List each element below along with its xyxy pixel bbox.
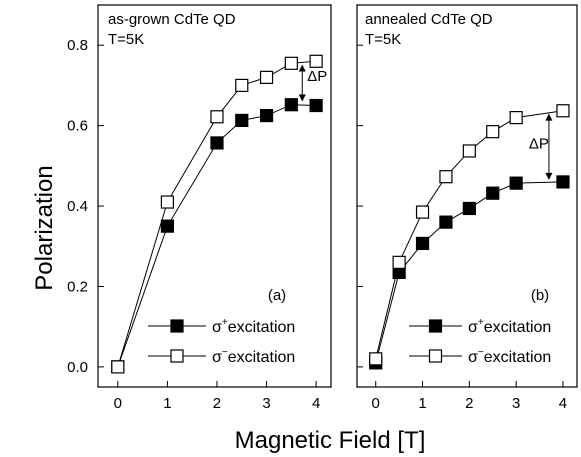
legend-marker-filled	[170, 319, 184, 333]
sample-label: as-grown CdTe QD	[108, 11, 236, 28]
temperature-label: T=5K	[365, 31, 401, 48]
y-tick-label: 0.4	[67, 198, 88, 215]
data-point-open	[210, 110, 224, 124]
data-point-open	[462, 144, 476, 158]
data-point-filled	[210, 136, 224, 150]
data-point-filled	[160, 219, 175, 233]
x-tick-label: 0	[114, 395, 122, 412]
delta-p-label: ΔP	[529, 136, 549, 153]
y-tick-label: 0.8	[67, 37, 88, 54]
data-point-filled	[486, 186, 500, 200]
data-point-filled	[284, 98, 298, 112]
delta-p-arrow-head-down	[545, 172, 553, 180]
x-tick-label: 4	[559, 395, 567, 412]
legend-label: σ+excitation	[212, 317, 295, 336]
data-point-open	[486, 125, 500, 139]
data-point-open	[556, 104, 570, 118]
plot-frame	[97, 4, 332, 388]
data-point-filled	[509, 176, 523, 190]
y-tick-label: 0.6	[67, 118, 88, 135]
data-point-filled	[415, 236, 430, 251]
x-tick-label: 1	[163, 395, 171, 412]
legend-label: σ−excitation	[468, 347, 551, 366]
y-axis-title: Polarization	[31, 165, 58, 290]
y-tick-label: 0.0	[67, 359, 88, 376]
data-point-filled	[259, 108, 274, 123]
data-point-filled	[439, 215, 453, 229]
data-point-open	[392, 255, 406, 269]
legend-marker-filled	[428, 319, 443, 333]
x-tick-label: 0	[372, 395, 380, 412]
sample-label: annealed CdTe QD	[365, 11, 493, 28]
legend-marker-open	[170, 349, 184, 363]
x-tick-label: 3	[262, 395, 270, 412]
data-point-open	[111, 360, 125, 374]
x-tick-label: 3	[512, 395, 520, 412]
legend-label: σ−excitation	[212, 347, 295, 366]
x-axis-title: Magnetic Field [T]	[235, 427, 426, 454]
data-point-open	[235, 78, 249, 93]
data-point-open	[369, 352, 383, 366]
data-point-filled	[462, 201, 476, 216]
delta-p-arrow-head-down	[298, 94, 306, 102]
temperature-label: T=5K	[108, 31, 144, 48]
x-tick-label: 4	[312, 395, 320, 412]
data-point-open	[284, 56, 298, 70]
panel-b: 0 1 2 3 4 ΔP annealed CdTe QD T=5K (b) σ+excitati…	[356, 4, 578, 412]
x-tick-label: 1	[418, 395, 426, 412]
data-point-open	[415, 205, 430, 219]
panel-label: (b)	[531, 287, 549, 304]
delta-p-label: ΔP	[307, 68, 327, 85]
data-point-open	[439, 170, 453, 184]
x-tick-label: 2	[465, 395, 473, 412]
data-point-open	[160, 195, 175, 209]
y-tick-label: 0.2	[67, 278, 88, 295]
panel-a: 0 1 2 3 4 0.0 0.2 0.4 0.6 0.8 ΔP as-grown CdTe QD T=…	[67, 4, 332, 412]
data-point-open	[509, 110, 523, 125]
legend-label: σ+excitation	[468, 317, 551, 336]
delta-p-arrow-head-up	[545, 113, 553, 121]
plot-frame	[356, 4, 578, 388]
delta-p-arrow-head-up	[298, 64, 306, 72]
data-point-filled	[556, 175, 570, 189]
x-tick-label: 2	[213, 395, 221, 412]
data-point-filled	[235, 113, 249, 128]
panel-label: (a)	[268, 287, 286, 304]
data-point-filled	[309, 98, 323, 113]
data-point-open	[259, 70, 274, 84]
legend-marker-open	[428, 349, 443, 363]
data-point-open	[309, 54, 323, 68]
